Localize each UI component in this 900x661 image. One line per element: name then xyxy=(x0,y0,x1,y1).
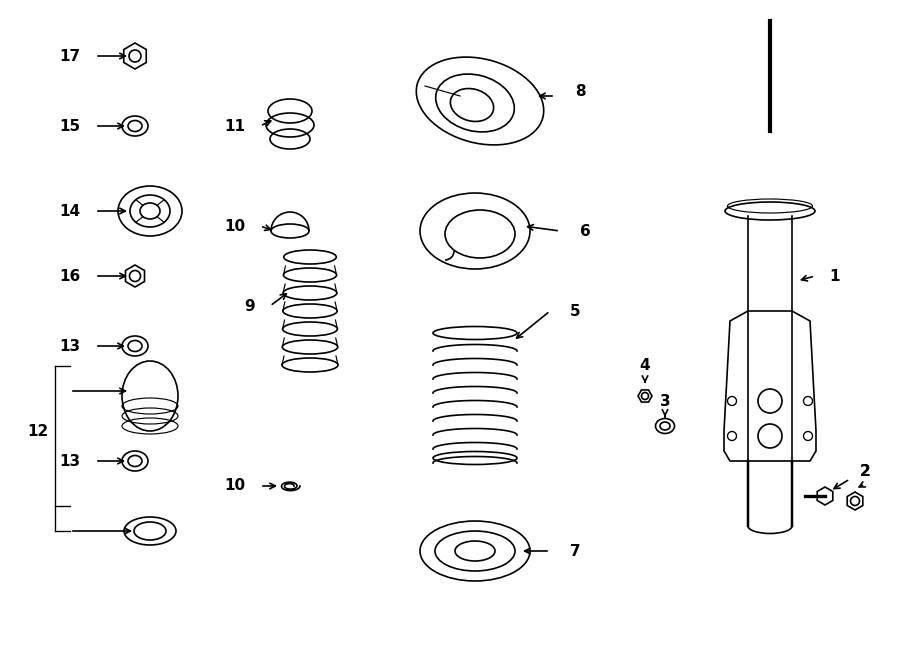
Text: 8: 8 xyxy=(575,83,585,98)
Text: 9: 9 xyxy=(245,299,256,313)
Text: 15: 15 xyxy=(59,118,81,134)
Text: 3: 3 xyxy=(660,393,670,408)
Text: 10: 10 xyxy=(224,479,246,494)
Text: 16: 16 xyxy=(59,268,81,284)
Text: 1: 1 xyxy=(830,268,841,284)
Text: 11: 11 xyxy=(224,118,246,134)
Text: 4: 4 xyxy=(640,358,651,373)
Text: 7: 7 xyxy=(570,543,580,559)
Text: 6: 6 xyxy=(580,223,590,239)
Text: 10: 10 xyxy=(224,219,246,233)
Text: 17: 17 xyxy=(59,48,81,63)
Text: 13: 13 xyxy=(59,338,81,354)
Text: 5: 5 xyxy=(570,303,580,319)
Text: 13: 13 xyxy=(59,453,81,469)
Text: 2: 2 xyxy=(860,463,870,479)
Text: 2: 2 xyxy=(860,463,870,479)
Text: 14: 14 xyxy=(59,204,81,219)
Text: 12: 12 xyxy=(27,424,49,438)
